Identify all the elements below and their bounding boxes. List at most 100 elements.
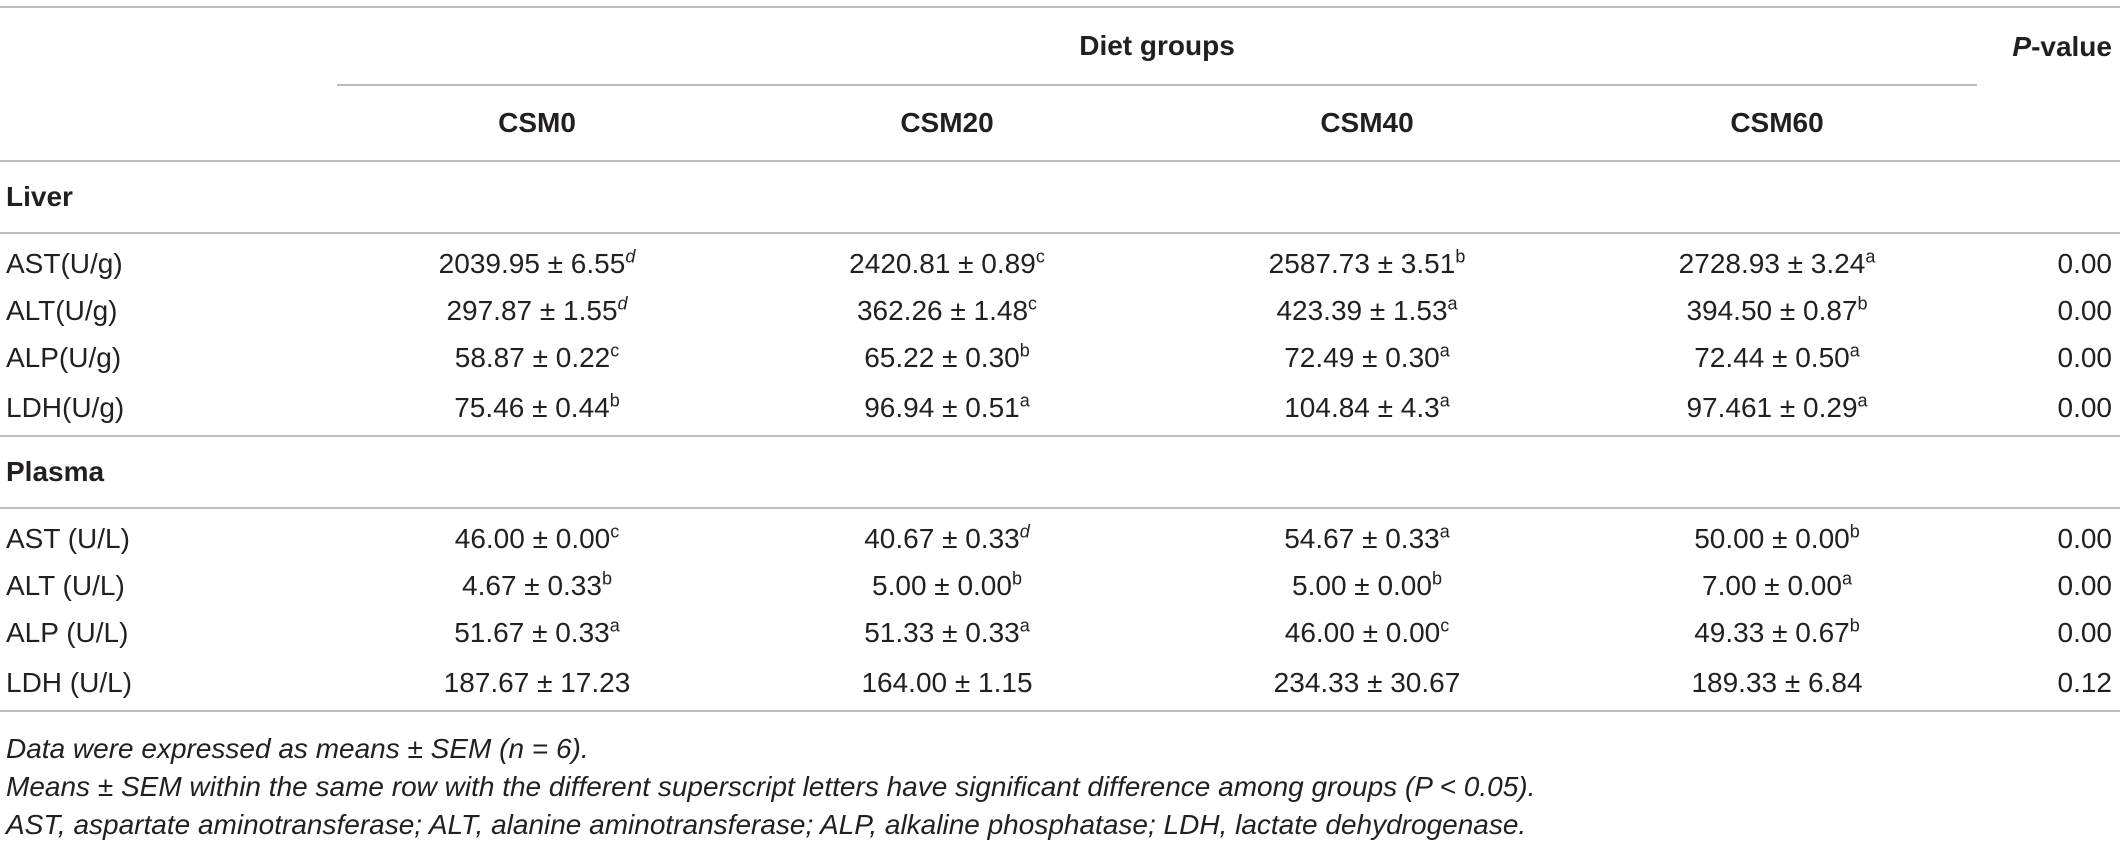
significance-superscript: a [1841, 568, 1852, 589]
cell-value: 423.39 ± 1.53 [1276, 294, 1448, 326]
section-row-liver: Liver [0, 161, 2120, 234]
diet-groups-header: Diet groups [337, 6, 1977, 85]
table-cell: 49.33 ± 0.67b [1577, 609, 1977, 656]
table-cell: 187.67 ± 17.23 [337, 656, 737, 712]
table-body: Diet groups P-value CSM0 CSM20 CSM40 CSM… [0, 6, 2120, 712]
significance-superscript: b [1019, 340, 1030, 361]
table-cell: 2728.93 ± 3.24a [1577, 233, 1977, 287]
table-row: LDH(U/g) 75.46 ± 0.44b 96.94 ± 0.51a 104.84… [0, 381, 2120, 437]
significance-superscript: a [1447, 293, 1458, 314]
row-label: ALP (U/L) [6, 616, 129, 648]
cell-value: 297.87 ± 1.55 [446, 294, 618, 326]
p-value-label-suffix: -value [2031, 30, 2112, 62]
significance-superscript: c [1028, 293, 1038, 314]
significance-superscript: b [1849, 521, 1860, 542]
significance-superscript: a [1857, 390, 1868, 411]
cell-value: 97.461 ± 0.29 [1686, 392, 1858, 423]
row-label: LDH (U/L) [0, 656, 337, 712]
table-cell: 4.67 ± 0.33b [337, 562, 737, 609]
significance-superscript: b [1431, 568, 1442, 589]
table-cell: 423.39 ± 1.53a [1157, 287, 1577, 334]
table-cell: 58.87 ± 0.22c [337, 334, 737, 381]
cell-value: 394.50 ± 0.87 [1686, 294, 1858, 326]
cell-value: 46.00 ± 0.00 [1284, 616, 1441, 648]
cell-value: 2420.81 ± 0.89 [849, 247, 1036, 279]
cell-value: 2039.95 ± 6.55 [438, 247, 626, 279]
cell-value: 65.22 ± 0.30 [864, 341, 1020, 373]
significance-superscript: c [1440, 615, 1450, 636]
p-value-cell: 0.00 [2057, 522, 2113, 554]
p-value-cell: 0.00 [2057, 341, 2113, 373]
table-cell: 72.49 ± 0.30a [1157, 334, 1577, 381]
cell-value: 7.00 ± 0.00 [1702, 569, 1842, 601]
table-row: AST(U/g) 2039.95 ± 6.55d 2420.81 ± 0.89c 25… [0, 233, 2120, 287]
p-value-cell: 0.00 [2057, 569, 2113, 601]
p-value-cell: 0.00 [2057, 294, 2113, 326]
cell-value: 51.67 ± 0.33 [454, 616, 610, 648]
table-cell: 164.00 ± 1.15 [737, 656, 1157, 712]
significance-superscript: b [609, 390, 620, 411]
table-row: AST (U/L) 46.00 ± 0.00c 40.67 ± 0.33d 54.67… [0, 508, 2120, 562]
header-empty-cell [0, 6, 337, 85]
column-header-csm40: CSM40 [1157, 84, 1577, 162]
table-cell: 51.33 ± 0.33a [737, 609, 1157, 656]
cell-value: 2728.93 ± 3.24 [1678, 247, 1866, 279]
table-cell: 75.46 ± 0.44b [337, 381, 737, 437]
p-value-header: P-value [1977, 6, 2120, 85]
cell-value: 4.67 ± 0.33 [462, 569, 602, 601]
table-row: ALP (U/L) 51.67 ± 0.33a 51.33 ± 0.33a 46.00… [0, 609, 2120, 656]
table-cell: 234.33 ± 30.67 [1157, 656, 1577, 712]
cell-value: 104.84 ± 4.3 [1284, 392, 1440, 423]
row-label: LDH(U/g) [0, 381, 337, 437]
significance-superscript: d [1019, 521, 1030, 542]
header-row-columns: CSM0 CSM20 CSM40 CSM60 [0, 84, 2120, 162]
table-row: ALP(U/g) 58.87 ± 0.22c 65.22 ± 0.30b 72.49 … [0, 334, 2120, 381]
significance-superscript: a [1865, 246, 1876, 267]
table-cell: 51.67 ± 0.33a [337, 609, 737, 656]
table-cell: 46.00 ± 0.00c [337, 508, 737, 562]
significance-superscript: d [625, 246, 636, 267]
table-cell: 297.87 ± 1.55d [337, 287, 737, 334]
diet-groups-label: Diet groups [1079, 30, 1235, 61]
significance-superscript: c [610, 340, 620, 361]
significance-superscript: a [1019, 615, 1030, 636]
significance-superscript: b [601, 568, 612, 589]
cell-value: 5.00 ± 0.00 [1292, 569, 1432, 601]
cell-value: 2587.73 ± 3.51 [1268, 247, 1456, 279]
table-cell: 72.44 ± 0.50a [1577, 334, 1977, 381]
p-value-label-italic: P [2012, 30, 2032, 62]
cell-value: 187.67 ± 17.23 [443, 667, 631, 698]
p-value-cell: 0.00 [1977, 381, 2120, 437]
table-row: ALT (U/L) 4.67 ± 0.33b 5.00 ± 0.00b 5.00 ± … [0, 562, 2120, 609]
table-cell: 104.84 ± 4.3a [1157, 381, 1577, 437]
footnote-2: Means ± SEM within the same row with the… [6, 771, 1536, 802]
table-cell: 2587.73 ± 3.51b [1157, 233, 1577, 287]
significance-superscript: b [1857, 293, 1868, 314]
row-label: ALT (U/L) [6, 569, 125, 601]
table-cell: 362.26 ± 1.48c [737, 287, 1157, 334]
p-value-cell: 0.00 [2057, 616, 2113, 648]
header-empty-cell [0, 85, 337, 162]
column-header-csm0: CSM0 [337, 84, 737, 162]
significance-superscript: a [609, 615, 620, 636]
significance-superscript: a [1439, 340, 1450, 361]
table-cell: 50.00 ± 0.00b [1577, 508, 1977, 562]
table-row: LDH (U/L) 187.67 ± 17.23 164.00 ± 1.15 234.… [0, 656, 2120, 712]
table-cell: 2420.81 ± 0.89c [737, 233, 1157, 287]
table-footnotes: Data were expressed as means ± SEM (n = … [6, 730, 1535, 844]
significance-superscript: a [1439, 521, 1450, 542]
section-title: Plasma [0, 436, 2120, 509]
table-cell: 40.67 ± 0.33d [737, 508, 1157, 562]
significance-superscript: a [1849, 340, 1860, 361]
table-cell: 2039.95 ± 6.55d [337, 233, 737, 287]
table-cell: 65.22 ± 0.30b [737, 334, 1157, 381]
table-cell: 97.461 ± 0.29a [1577, 381, 1977, 437]
table-cell: 96.94 ± 0.51a [737, 381, 1157, 437]
cell-value: 72.44 ± 0.50 [1694, 341, 1850, 373]
cell-value: 72.49 ± 0.30 [1284, 341, 1440, 373]
cell-value: 362.26 ± 1.48 [856, 294, 1029, 326]
cell-value: 51.33 ± 0.33 [864, 616, 1020, 648]
cell-value: 40.67 ± 0.33 [864, 522, 1020, 554]
cell-value: 75.46 ± 0.44 [454, 392, 610, 423]
table-row: ALT(U/g) 297.87 ± 1.55d 362.26 ± 1.48c 423.… [0, 287, 2120, 334]
